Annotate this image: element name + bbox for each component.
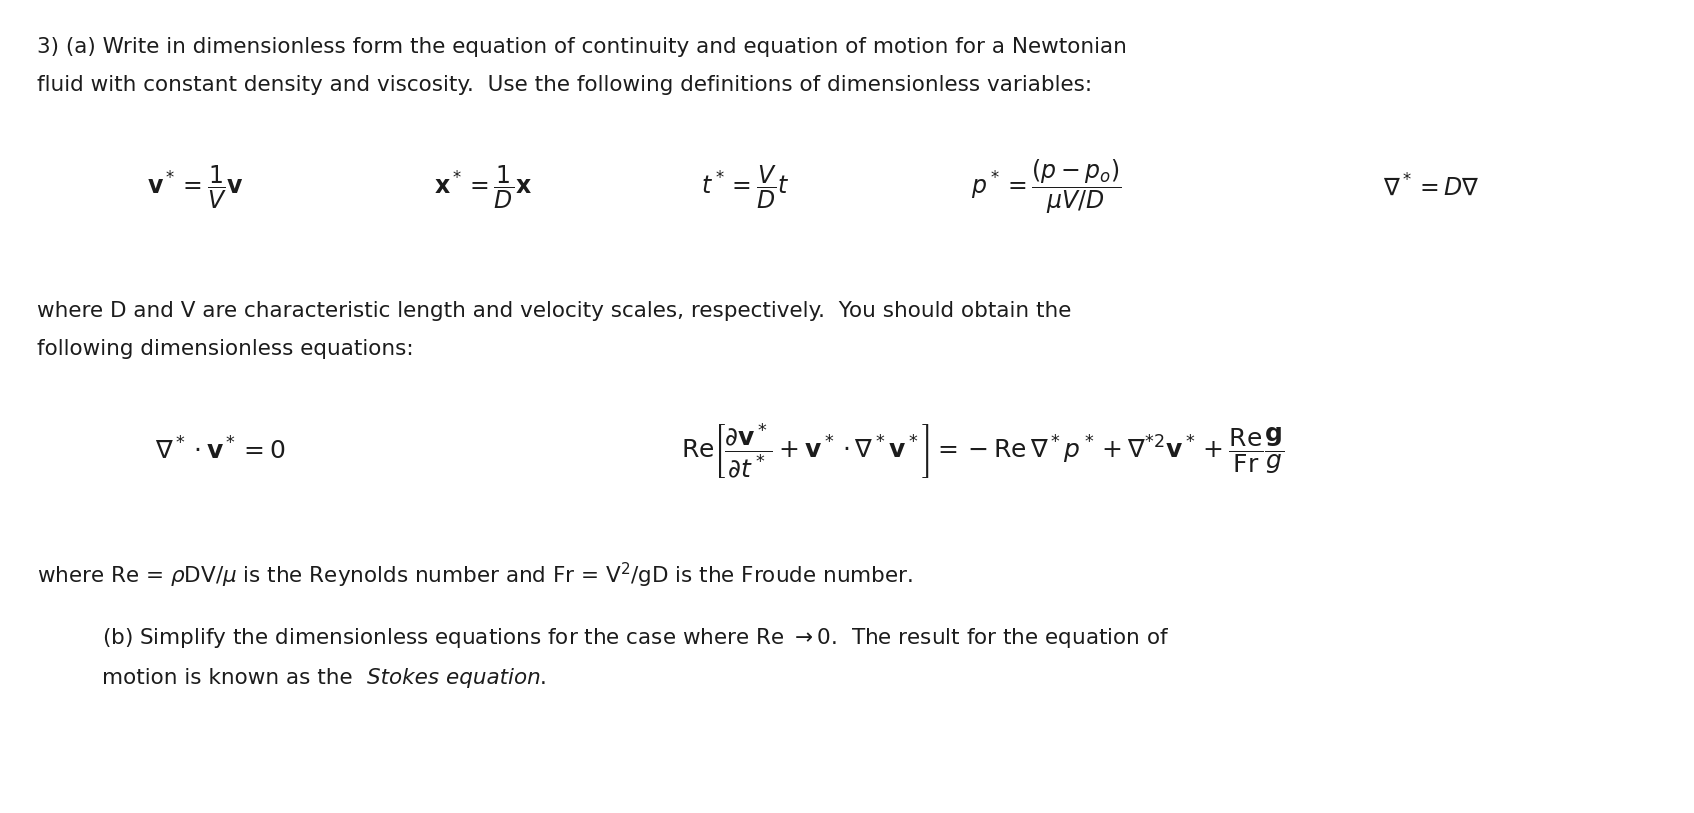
Text: fluid with constant density and viscosity.  Use the following definitions of dim: fluid with constant density and viscosit… <box>37 75 1093 95</box>
Text: $t^* = \dfrac{V}{D}t$: $t^* = \dfrac{V}{D}t$ <box>701 163 789 211</box>
Text: motion is known as the: motion is known as the <box>102 668 359 689</box>
Text: $\mathrm{Re}\left[\dfrac{\partial \mathbf{v}^*}{\partial t^*}+\mathbf{v}^*\cdot\: $\mathrm{Re}\left[\dfrac{\partial \mathb… <box>681 421 1284 481</box>
Text: Stokes equation: Stokes equation <box>366 668 540 689</box>
Text: $\nabla^* = D\nabla$: $\nabla^* = D\nabla$ <box>1382 174 1481 200</box>
Text: $\mathbf{v}^* = \dfrac{1}{V}\mathbf{v}$: $\mathbf{v}^* = \dfrac{1}{V}\mathbf{v}$ <box>147 163 242 211</box>
Text: 3) (a) Write in dimensionless form the equation of continuity and equation of mo: 3) (a) Write in dimensionless form the e… <box>37 37 1127 57</box>
Text: (b) Simplify the dimensionless equations for the case where Re $\rightarrow$0.  : (b) Simplify the dimensionless equations… <box>102 626 1169 650</box>
Text: where D and V are characteristic length and velocity scales, respectively.  You : where D and V are characteristic length … <box>37 301 1072 321</box>
Text: .: . <box>539 668 545 689</box>
Text: $\mathbf{x}^* = \dfrac{1}{D}\mathbf{x}$: $\mathbf{x}^* = \dfrac{1}{D}\mathbf{x}$ <box>434 163 532 211</box>
Text: $p^* = \dfrac{(p-p_o)}{\mu V / D}$: $p^* = \dfrac{(p-p_o)}{\mu V / D}$ <box>971 158 1123 216</box>
Text: following dimensionless equations:: following dimensionless equations: <box>37 339 413 359</box>
Text: where Re = $\rho$DV/$\mu$ is the Reynolds number and Fr = V$^2$/gD is the Froude: where Re = $\rho$DV/$\mu$ is the Reynold… <box>37 561 913 590</box>
Text: $\nabla^* \cdot \mathbf{v}^* = 0$: $\nabla^* \cdot \mathbf{v}^* = 0$ <box>154 437 286 465</box>
